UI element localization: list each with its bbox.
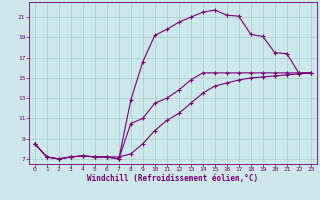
X-axis label: Windchill (Refroidissement éolien,°C): Windchill (Refroidissement éolien,°C) — [87, 174, 258, 183]
